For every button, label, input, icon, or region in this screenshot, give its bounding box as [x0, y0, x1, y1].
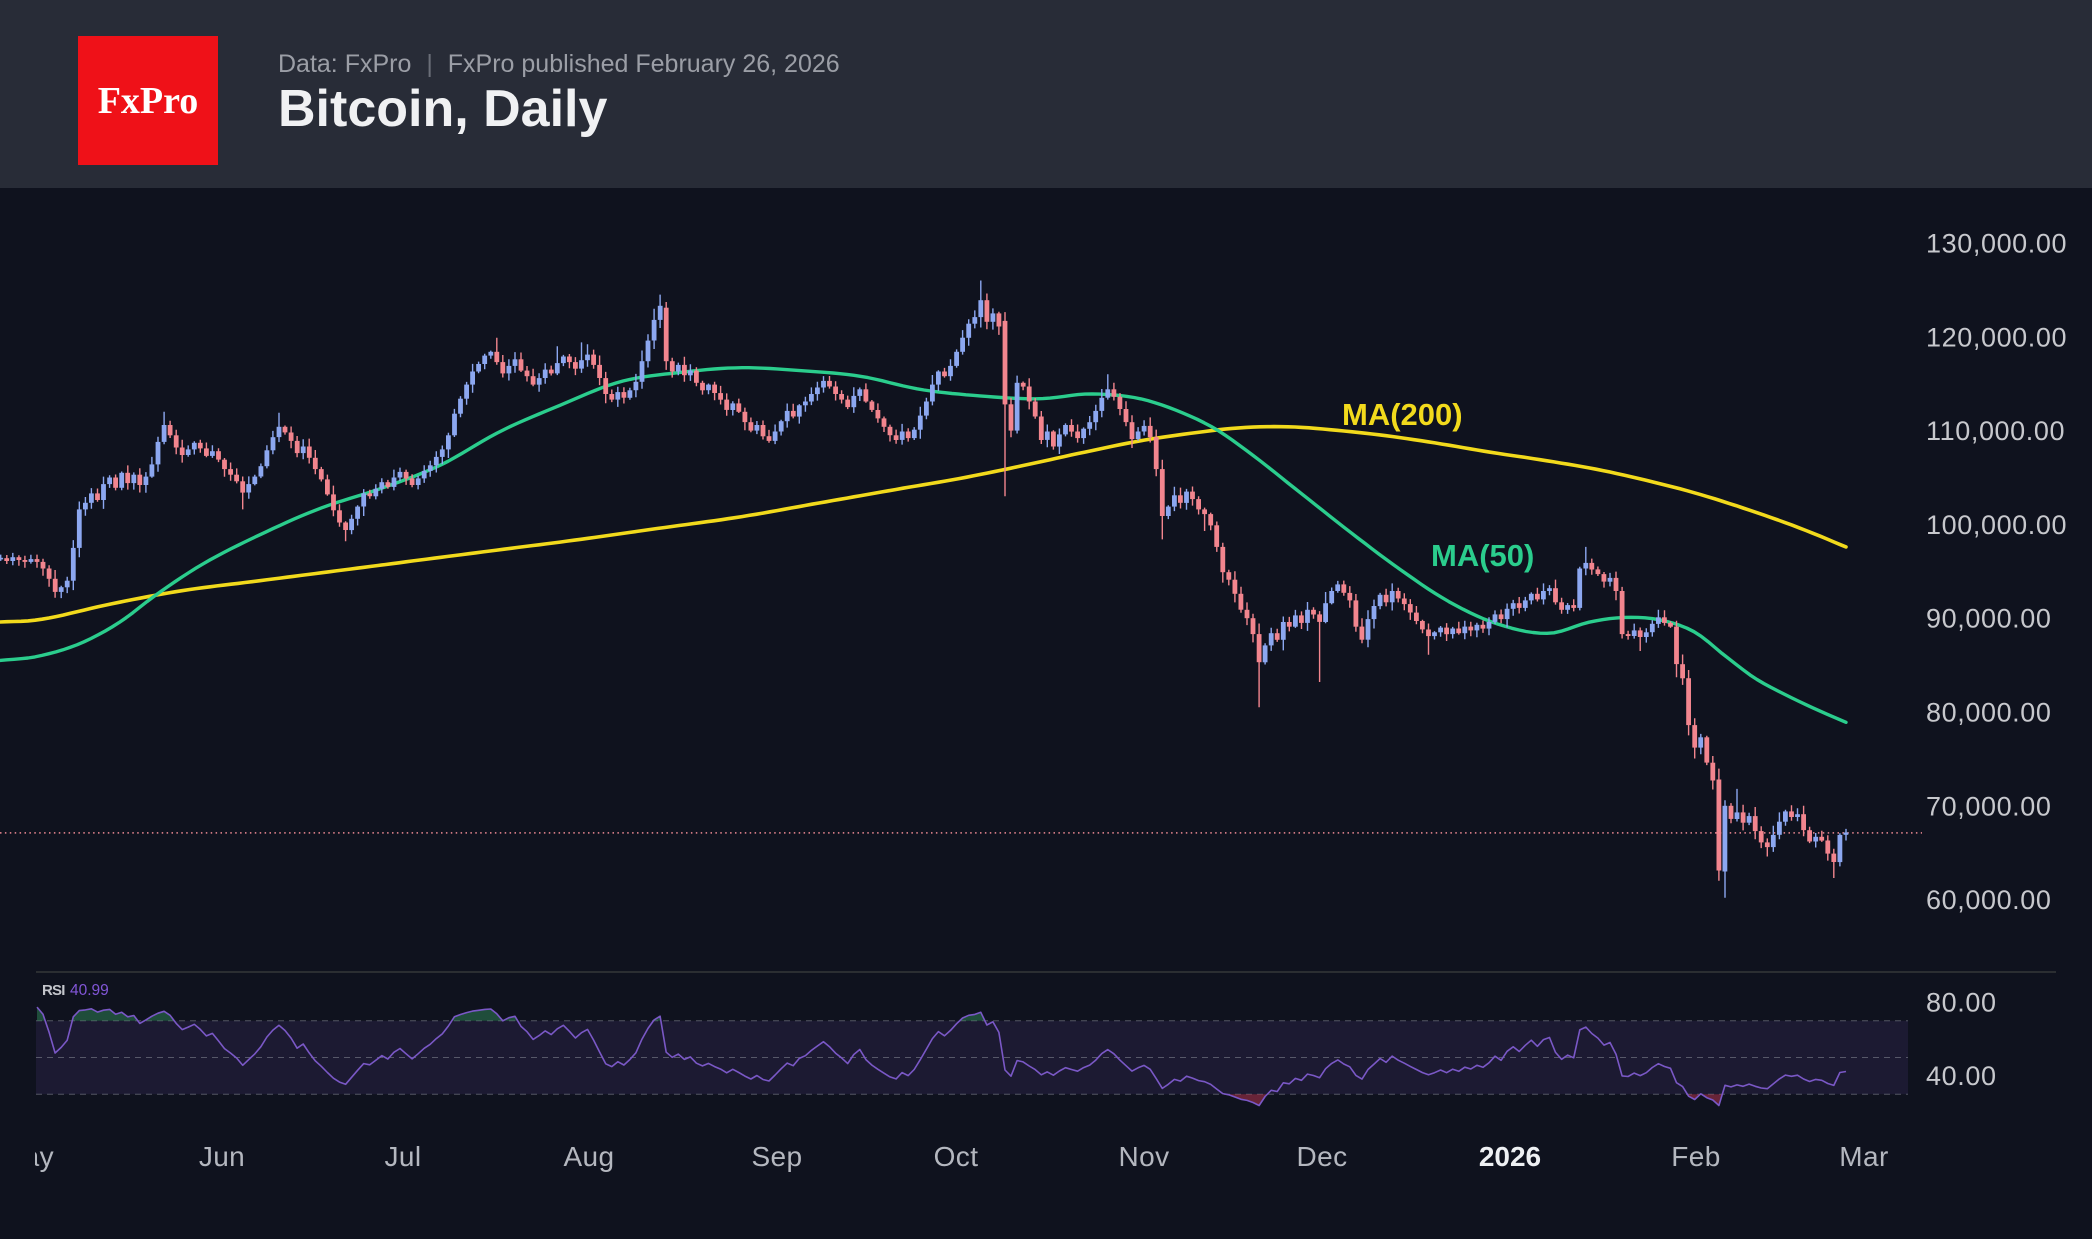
svg-text:90,000.00: 90,000.00: [1926, 604, 2052, 634]
svg-text:40.99: 40.99: [70, 982, 109, 999]
svg-text:Feb: Feb: [1671, 1141, 1720, 1172]
svg-text:Nov: Nov: [1119, 1141, 1170, 1172]
svg-text:130,000.00: 130,000.00: [1926, 229, 2067, 259]
svg-text:Sep: Sep: [751, 1141, 802, 1172]
svg-text:2026: 2026: [1479, 1141, 1541, 1172]
svg-text:RSI: RSI: [42, 982, 65, 999]
svg-text:40.00: 40.00: [1926, 1061, 1997, 1091]
svg-text:Aug: Aug: [563, 1141, 614, 1172]
svg-text:80.00: 80.00: [1926, 987, 1997, 1017]
svg-text:120,000.00: 120,000.00: [1926, 322, 2067, 352]
svg-text:100,000.00: 100,000.00: [1926, 510, 2067, 540]
svg-text:Jun: Jun: [199, 1141, 245, 1172]
svg-text:Mar: Mar: [1839, 1141, 1888, 1172]
svg-text:Dec: Dec: [1297, 1141, 1348, 1172]
svg-text:Oct: Oct: [934, 1141, 979, 1172]
svg-text:MA(200): MA(200): [1342, 397, 1463, 432]
svg-text:MA(50): MA(50): [1431, 538, 1534, 573]
svg-text:60,000.00: 60,000.00: [1926, 885, 2052, 915]
svg-text:70,000.00: 70,000.00: [1926, 791, 2052, 821]
svg-text:110,000.00: 110,000.00: [1926, 416, 2065, 446]
svg-text:Jul: Jul: [385, 1141, 422, 1172]
svg-text:80,000.00: 80,000.00: [1926, 698, 2052, 728]
svg-text:May: May: [0, 1141, 54, 1172]
